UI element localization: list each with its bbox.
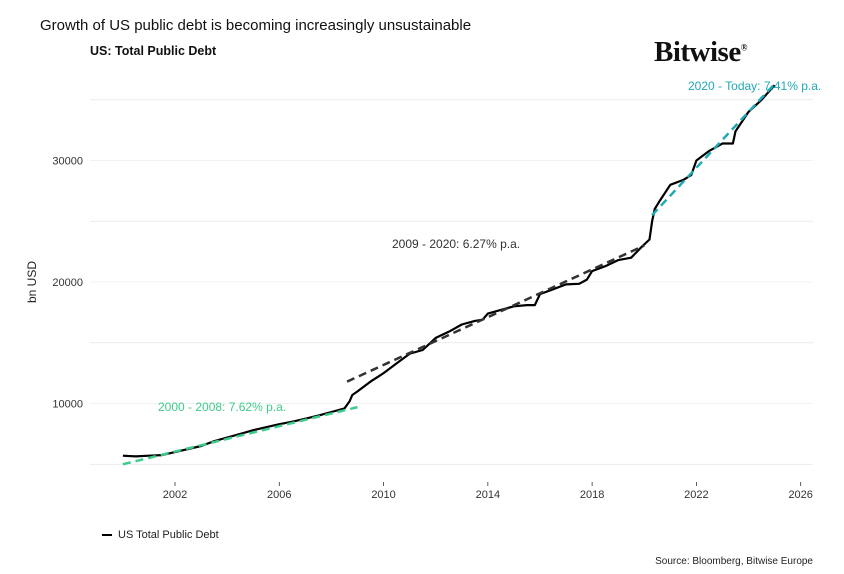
source-note: Source: Bloomberg, Bitwise Europe — [655, 556, 813, 567]
chart-title: US: Total Public Debt — [90, 44, 217, 58]
y-tick-label: 30000 — [52, 156, 83, 168]
x-tick-label: 2014 — [476, 489, 500, 501]
x-tick-label: 2002 — [163, 489, 187, 501]
bitwise-logo: Bitwise® — [654, 36, 747, 68]
legend-label: US Total Public Debt — [118, 529, 219, 541]
legend-swatch — [102, 534, 112, 537]
trendline-1 — [122, 405, 358, 466]
y-tick-label: 10000 — [52, 399, 83, 411]
y-axis-label: bn USD — [25, 261, 39, 303]
x-tick-label: 2026 — [788, 489, 812, 501]
x-tick-label: 2010 — [371, 489, 395, 501]
x-tick-label: 2018 — [580, 489, 604, 501]
trendline-3 — [651, 83, 776, 217]
logo-text: Bitwise — [654, 36, 741, 68]
legend: US Total Public Debt — [102, 529, 219, 541]
x-tick-label: 2006 — [267, 489, 291, 501]
x-tick-label: 2022 — [684, 489, 708, 501]
y-tick-label: 20000 — [52, 277, 83, 289]
trendline-label-3: 2020 - Today: 7.41% p.a. — [688, 79, 821, 93]
figure-title: Growth of US public debt is becoming inc… — [40, 17, 472, 34]
trendline-label-2: 2009 - 2020: 6.27% p.a. — [392, 237, 520, 251]
trendline-2 — [346, 244, 645, 383]
trendline-label-1: 2000 - 2008: 7.62% p.a. — [158, 400, 286, 414]
